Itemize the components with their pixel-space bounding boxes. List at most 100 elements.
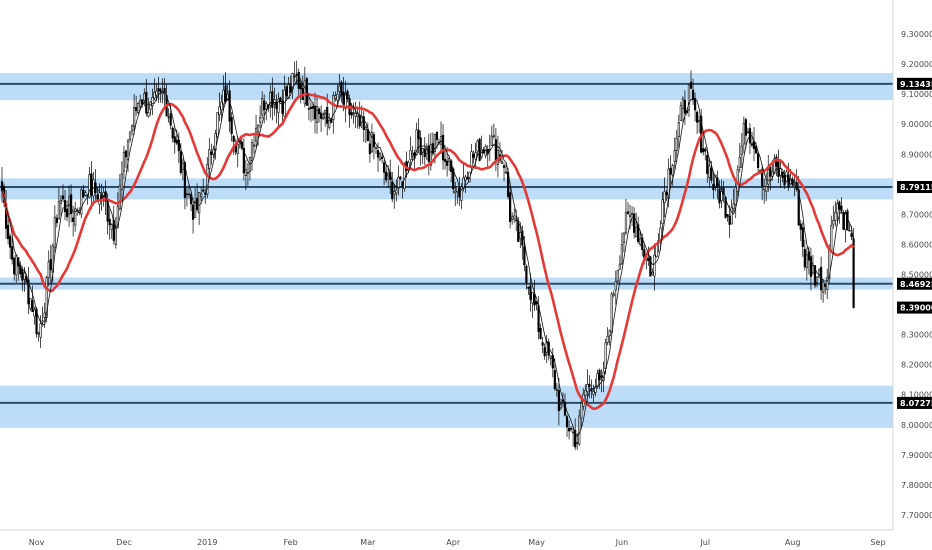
candle [122,145,126,180]
candle-body-up [580,402,583,419]
candle-body-up [738,156,741,169]
candle-body-down [169,113,172,126]
candle [618,255,621,270]
candle [108,208,111,240]
candle [624,198,628,236]
candle-body-up [393,191,396,195]
candle-body-down [297,71,300,89]
candle-body-up [671,165,674,176]
candle [297,68,300,98]
candle [11,237,14,265]
candle-body-down [423,148,426,158]
candle-body-up [322,116,325,120]
candle [681,96,684,122]
candle-body-down [801,227,804,247]
candle-body-up [476,140,479,152]
candle [313,92,317,134]
candle [279,96,282,103]
candle-body-up [586,383,589,393]
candle-body-up [789,178,792,185]
candle-body-up [421,147,424,153]
candle-body-down [299,83,302,90]
candle-body-down [840,205,843,211]
candle-body-down [82,189,85,198]
candle-body-up [464,176,467,181]
candle [206,157,209,199]
candle-body-down [728,215,731,225]
candle [378,151,382,162]
candle-body-up [155,90,158,96]
candle-body-up [433,133,437,152]
candle-body-up [116,205,119,228]
candle-body-down [710,167,713,181]
candle [293,61,296,82]
candle-body-down [443,159,447,162]
candle [281,89,284,124]
x-tick-label: Sep [870,538,885,547]
candle-body-up [167,116,170,119]
candle-body-down [478,138,481,161]
candle-body-down [183,162,187,198]
candle-body-up [822,281,825,293]
candle-body-up [732,203,735,210]
candle-body-down [813,265,817,286]
candle-body-up [378,153,382,160]
candle-body-up [519,232,522,239]
candle [208,138,211,176]
candle-body-down [775,156,778,167]
candle [598,368,601,389]
candle [370,123,374,153]
candle-body-down [588,383,591,387]
candle [801,221,804,257]
x-tick-label: Dec [116,538,131,547]
candle-body-up [504,171,508,174]
candle-body-up [409,150,412,161]
candle-body-up [120,173,124,190]
candle-body-down [787,174,790,188]
candle [761,163,764,201]
candle-body-up [244,169,247,177]
candle [492,123,495,140]
candle [334,91,337,102]
candle [332,91,335,134]
x-tick-label: May [528,538,545,547]
candle-body-up [187,193,191,196]
price-tag-label: 8.39000 [900,304,932,313]
candle [116,192,119,229]
candle [366,122,369,142]
candle [661,192,664,237]
candle [149,100,152,116]
candle-body-down [9,235,12,248]
candle [848,223,851,232]
candle-body-up [675,137,678,151]
candle [173,126,176,154]
candle [309,101,313,122]
candle-body-up [43,312,46,318]
x-tick-label: Apr [446,538,461,547]
candle-body-up [681,98,684,110]
time-axis[interactable]: Nov Dec 2019 Feb Mar Apr May Jun Jul Aug Sep [29,538,886,547]
candle [454,181,457,206]
candle [683,90,687,126]
candle-body-up [218,106,221,115]
candle-body-down [523,246,526,266]
candle [653,243,656,291]
candle-body-down [626,211,630,214]
candle [128,131,132,143]
candle [210,143,213,165]
candle [33,306,36,325]
candle [781,171,784,183]
candle [543,343,546,360]
price-tag-label: 8.07275 [900,399,932,408]
candle [261,91,264,119]
candle-body-up [500,161,504,164]
price-tag: 8.46925 [897,277,932,290]
candle [39,315,42,348]
candle-body-down [435,131,439,140]
price-axis[interactable]: 9.30000 9.20000 9.10000 9.00000 8.90000 8.700… [901,30,932,520]
candle-body-down [358,114,361,127]
candle-body-down [0,181,4,191]
candle [47,250,50,287]
candle-body-up [208,149,211,169]
